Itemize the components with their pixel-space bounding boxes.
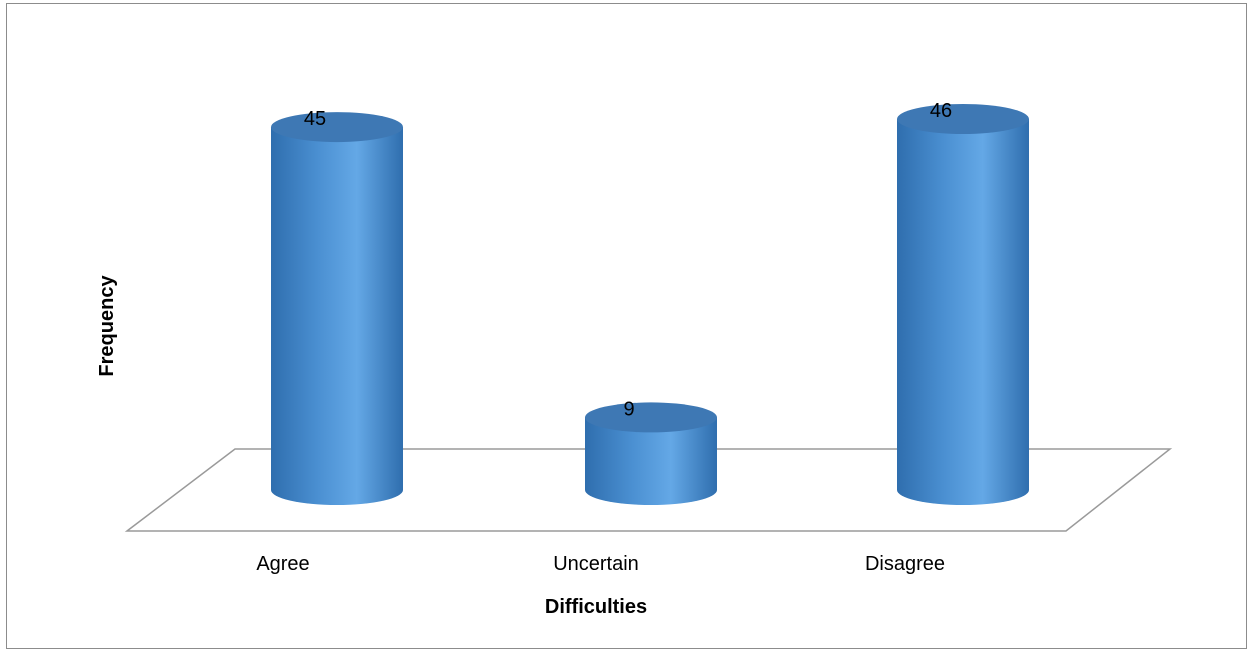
bars-group: 45 9 46 (271, 100, 1029, 505)
bar-top-agree (271, 112, 403, 143)
bar-uncertain (585, 417, 717, 505)
bar-top-uncertain (585, 402, 717, 433)
data-label-disagree: 46 (930, 100, 952, 122)
category-label-uncertain: Uncertain (553, 553, 639, 575)
y-axis-title: Frequency (96, 275, 118, 377)
category-label-disagree: Disagree (865, 553, 945, 575)
bar-disagree (897, 119, 1029, 505)
bar-top-disagree (897, 104, 1029, 134)
chart-frame (6, 3, 1247, 649)
bar-agree (271, 127, 403, 505)
category-label-agree: Agree (256, 553, 309, 575)
data-label-uncertain: 9 (623, 398, 634, 420)
data-label-agree: 45 (304, 108, 326, 130)
x-axis-title: Difficulties (545, 596, 647, 618)
